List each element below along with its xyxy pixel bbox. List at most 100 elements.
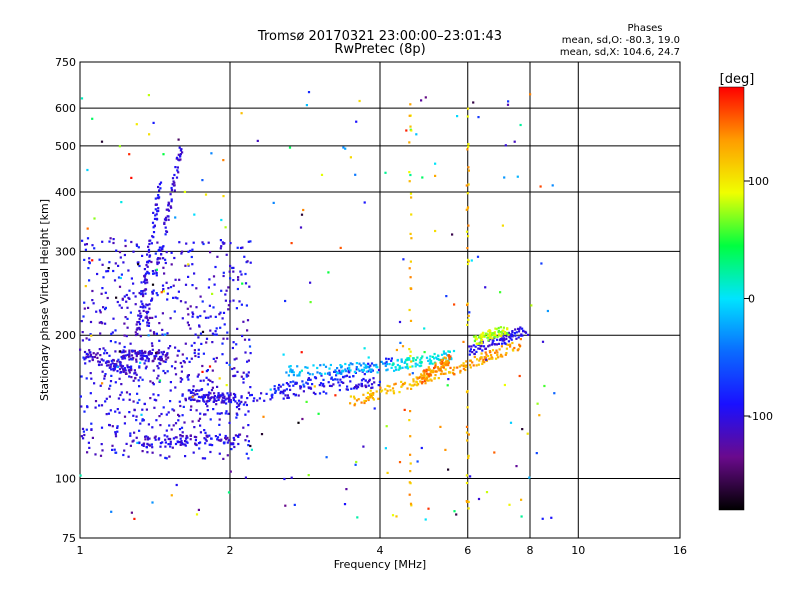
echo-point: [205, 434, 208, 437]
echo-point: [249, 394, 252, 397]
echo-point: [136, 401, 139, 404]
echo-point: [125, 293, 128, 297]
echo-point: [186, 307, 189, 310]
echo-point: [144, 306, 147, 309]
echo-point: [226, 397, 229, 400]
echo-point: [328, 373, 331, 376]
echo-point: [189, 249, 192, 252]
echo-point: [104, 373, 107, 376]
echo-point: [427, 379, 430, 382]
echo-point: [119, 393, 122, 397]
echo-point: [440, 353, 444, 356]
echo-point: [499, 337, 502, 340]
echo-point: [384, 364, 387, 367]
echo-point: [145, 264, 148, 267]
echo-point: [348, 366, 351, 369]
echo-point: [157, 349, 161, 352]
echo-point: [164, 226, 167, 229]
echo-point: [299, 371, 302, 374]
echo-point: [232, 398, 235, 402]
echo-point: [503, 176, 506, 179]
echo-point: [208, 278, 211, 281]
echo-point: [466, 247, 469, 250]
echo-point: [155, 351, 158, 354]
echo-point: [153, 355, 156, 358]
echo-point: [352, 387, 356, 390]
echo-point: [247, 457, 250, 460]
echo-point: [139, 376, 142, 379]
echo-point: [168, 424, 171, 427]
echo-point: [191, 284, 194, 287]
echo-point: [535, 452, 538, 455]
echo-point: [175, 176, 179, 179]
echo-point: [139, 354, 142, 357]
echo-point: [410, 129, 413, 132]
echo-point: [529, 93, 532, 96]
echo-point: [144, 278, 147, 281]
echo-point: [482, 345, 486, 348]
echo-point: [108, 387, 111, 390]
echo-point: [148, 259, 151, 262]
echo-point: [91, 244, 94, 247]
echo-point: [481, 349, 484, 352]
echo-point: [379, 386, 382, 389]
echo-point: [160, 253, 163, 256]
echo-point: [81, 427, 85, 430]
echo-point: [169, 442, 172, 445]
echo-point: [427, 507, 430, 510]
echo-point: [157, 374, 160, 377]
echo-point: [107, 364, 110, 367]
echo-point: [195, 306, 198, 309]
echo-point: [229, 399, 232, 402]
echo-point: [147, 319, 150, 322]
echo-point: [395, 368, 398, 371]
echo-point: [231, 367, 234, 371]
echo-point: [480, 338, 484, 341]
echo-point: [483, 356, 486, 359]
echo-point: [289, 365, 292, 368]
echo-point: [395, 348, 398, 352]
echo-point: [437, 354, 440, 357]
echo-point: [159, 356, 162, 359]
echo-point: [287, 383, 290, 386]
echo-point: [128, 411, 131, 414]
echo-point: [247, 371, 250, 374]
echo-point: [197, 352, 200, 355]
echo-point: [519, 326, 522, 329]
echo-point: [156, 241, 159, 244]
echo-point: [192, 313, 195, 316]
echo-point: [138, 291, 141, 295]
echo-point: [229, 277, 232, 280]
echo-point: [87, 356, 90, 359]
echo-point: [153, 357, 156, 360]
echo-point: [306, 366, 309, 369]
echo-point: [410, 504, 413, 507]
echo-point: [192, 241, 195, 244]
echo-point: [244, 413, 247, 416]
echo-point: [415, 133, 418, 136]
echo-point: [169, 205, 172, 208]
echo-point: [99, 332, 102, 335]
echo-point: [466, 235, 470, 238]
echo-point: [85, 428, 88, 431]
echo-point: [199, 332, 203, 335]
echo-point: [469, 366, 472, 369]
echo-point: [325, 456, 328, 459]
echo-point: [427, 366, 430, 369]
echo-point: [119, 364, 122, 367]
echo-point: [487, 339, 490, 342]
echo-point: [186, 374, 189, 377]
echo-point: [89, 355, 92, 358]
echo-point: [209, 392, 212, 395]
echo-point: [402, 383, 405, 386]
echo-point: [139, 335, 142, 338]
echo-point: [195, 409, 198, 412]
echo-point: [177, 171, 180, 174]
echo-point: [491, 341, 494, 344]
echo-point: [478, 342, 481, 346]
echo-point: [367, 356, 370, 359]
echo-point: [338, 384, 341, 387]
echo-point: [181, 151, 184, 154]
echo-point: [399, 341, 402, 344]
echo-point: [441, 358, 444, 361]
